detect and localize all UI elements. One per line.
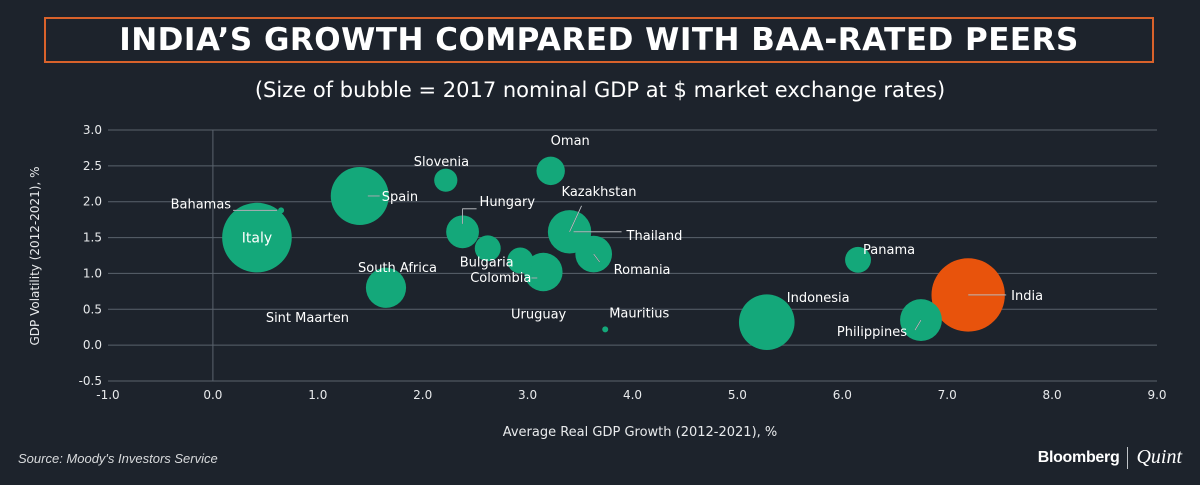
bubble-colombia [524,252,563,292]
bubble-label-kazakhstan: Kazakhstan [562,185,637,200]
bubble-romania [575,235,613,273]
bubble-label-hungary: Hungary [480,195,536,210]
bubble-oman [536,156,565,186]
x-tick-label: 5.0 [728,388,747,402]
chart-title: INDIA’S GROWTH COMPARED WITH BAA-RATED P… [119,22,1079,58]
brand-separator [1127,446,1129,469]
y-tick-label: 1.5 [83,231,102,245]
bubble-label-india: India [1011,289,1043,304]
x-tick-label: 1.0 [308,388,327,402]
x-tick-label: 4.0 [623,388,642,402]
x-tick-label: 2.0 [413,388,432,402]
bubble-label-slovenia: Slovenia [414,155,469,170]
bubble-indonesia [738,294,795,351]
x-tick-labels: -1.0 0.0 1.0 2.0 3.0 4.0 5.0 6.0 7.0 8.0 9.0 [96,388,1166,402]
bubble-mauritius [602,326,609,333]
y-tick-label: 1.0 [83,266,102,280]
bubble-label-uruguay: Uruguay [511,308,567,323]
bubble-spain [330,166,389,225]
bubble-label-bahamas: Bahamas [171,197,232,212]
x-tick-label: 3.0 [518,388,537,402]
chart-subtitle: (Size of bubble = 2017 nominal GDP at $ … [254,78,946,102]
bubble-label-mauritius: Mauritius [609,306,669,321]
y-tick-label: 0.5 [83,302,102,316]
y-tick-labels: 3.0 2.5 2.0 1.5 1.0 0.5 0.0 -0.5 [79,123,102,388]
bubble-label-indonesia: Indonesia [787,291,850,306]
y-tick-label: 2.0 [83,195,102,209]
bubble-bulgaria [474,235,501,262]
x-tick-label: 7.0 [938,388,957,402]
brand-bloomberg: Bloomberg [1037,448,1120,466]
bubble-label-philippines: Philippines [837,325,907,340]
title-box: INDIA’S GROWTH COMPARED WITH BAA-RATED P… [44,17,1154,63]
y-axis-label: GDP Volatility (2012-2021), % [28,166,42,345]
bubble-labels: Italy Bahamas Spain South Africa Sint Maarte… [171,134,1044,340]
y-tick-label: -0.5 [79,374,102,388]
leader-line [914,319,922,331]
leader-line [462,208,477,224]
bubble-label-bulgaria: Bulgaria [460,255,514,270]
bubble-label-romania: Romania [614,263,671,278]
x-tick-label: 0.0 [203,388,222,402]
leader-line [569,205,582,233]
bubble-label-thailand: Thailand [626,229,683,244]
brand-logo: Bloomberg Quint [1038,446,1182,469]
x-tick-label: 8.0 [1043,388,1062,402]
leader-lines [233,195,1007,331]
bubble-bahamas [278,207,285,214]
bubble-label-italy: Italy [242,231,272,247]
y-tick-label: 3.0 [83,123,102,137]
brand-quint: Quint [1136,446,1182,468]
source-note: Source: Moody's Investors Service [18,451,218,466]
y-tick-label: 0.0 [83,338,102,352]
y-tick-label: 2.5 [83,159,102,173]
bubble-hungary [446,215,479,249]
bubble-slovenia [434,168,458,192]
leader-line [593,253,601,263]
bubble-label-south-africa: South Africa [358,261,437,276]
bubble-label-sint-maarten: Sint Maarten [266,311,349,326]
x-tick-label: 6.0 [833,388,852,402]
bubble-label-oman: Oman [551,134,590,149]
x-tick-label: 9.0 [1147,388,1166,402]
bubble-south-africa [365,267,407,308]
x-axis-label: Average Real GDP Growth (2012-2021), % [503,425,778,440]
bubble-italy [222,202,292,273]
bubble-label-colombia: Colombia [470,271,531,286]
x-tick-label: -1.0 [96,388,119,402]
bubble-label-spain: Spain [382,190,418,205]
bubble-label-panama: Panama [863,243,915,258]
bubble-uruguay [507,247,534,274]
bubble-panama [845,246,872,273]
